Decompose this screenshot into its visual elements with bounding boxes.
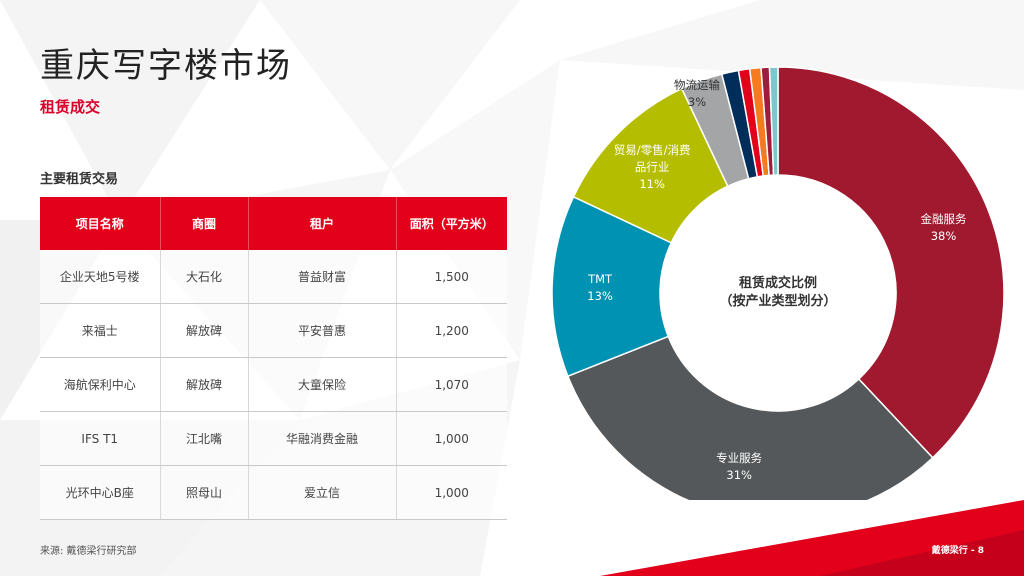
cell-project: IFS T1	[40, 411, 160, 466]
slice-label: 金融服务	[921, 212, 967, 226]
cell-project: 海航保利中心	[40, 357, 160, 412]
cell-project: 企业天地5号楼	[40, 250, 160, 304]
donut-slice	[566, 335, 934, 500]
source-note: 来源: 戴德梁行研究部	[40, 546, 137, 557]
column-header-project: 项目名称	[40, 197, 160, 250]
bg-shape	[560, 0, 1024, 90]
cell-area: 1,000	[395, 465, 507, 520]
slice-label: 贸易/零售/消费	[614, 143, 691, 157]
table-row: 企业天地5号楼 大石化 普益财富 1,500	[40, 250, 507, 304]
column-header-tenant: 租户	[247, 197, 396, 250]
slice-label: TMT	[587, 272, 613, 286]
cell-project: 来福士	[40, 303, 160, 358]
cell-district: 解放碑	[159, 357, 248, 412]
page-title: 重庆写字楼市场	[40, 46, 292, 86]
cell-tenant: 华融消费金融	[247, 411, 396, 466]
donut-slice	[777, 66, 1005, 459]
cell-area: 1,500	[395, 250, 507, 304]
cell-area: 1,070	[395, 357, 507, 412]
donut-center-label: 租赁成交比例	[739, 275, 817, 291]
page-subtitle: 租赁成交	[40, 98, 101, 116]
slice-value-label: 11%	[639, 177, 665, 191]
cell-district: 江北嘴	[159, 411, 248, 466]
cell-area: 1,200	[395, 303, 507, 358]
table-header-row: 项目名称 商圈 租户 面积（平方米）	[40, 197, 507, 250]
table-row: 光环中心B座 照母山 爱立信 1,000	[40, 465, 507, 520]
donut-center-label: （按产业类型划分）	[719, 293, 836, 309]
cell-tenant: 大童保险	[247, 357, 396, 412]
slice-label: 物流运输	[674, 78, 720, 92]
leasing-deals-table: 项目名称 商圈 租户 面积（平方米） 企业天地5号楼 大石化 普益财富 1,50…	[40, 197, 507, 520]
footer-dark-band	[820, 530, 1024, 576]
slice-value-label: 3%	[688, 95, 706, 109]
cell-district: 解放碑	[159, 303, 248, 358]
slice-value-label: 13%	[587, 289, 613, 303]
donut-slice	[768, 66, 779, 176]
cell-area: 1,000	[395, 411, 507, 466]
slice-label: 品行业	[635, 160, 670, 174]
cell-district: 照母山	[159, 465, 248, 520]
column-header-district: 商圈	[159, 197, 248, 250]
cell-district: 大石化	[159, 250, 248, 304]
table-row: 海航保利中心 解放碑 大童保险 1,070	[40, 357, 507, 412]
bg-shape	[0, 0, 260, 220]
table-row: 来福士 解放碑 平安普惠 1,200	[40, 303, 507, 358]
cell-tenant: 爱立信	[247, 465, 396, 520]
section-title: 主要租赁交易	[40, 172, 119, 187]
cell-tenant: 普益财富	[247, 250, 396, 304]
table-row: IFS T1 江北嘴 华融消费金融 1,000	[40, 411, 507, 466]
footer-page-number: 戴德梁行 - 8	[931, 546, 984, 556]
cell-tenant: 平安普惠	[247, 303, 396, 358]
bg-shape	[260, 0, 520, 170]
slice-value-label: 31%	[726, 468, 752, 482]
cell-project: 光环中心B座	[40, 465, 160, 520]
column-header-area: 面积（平方米）	[395, 197, 507, 250]
slice-value-label: 38%	[931, 229, 957, 243]
slice-label: 专业服务	[716, 451, 762, 465]
